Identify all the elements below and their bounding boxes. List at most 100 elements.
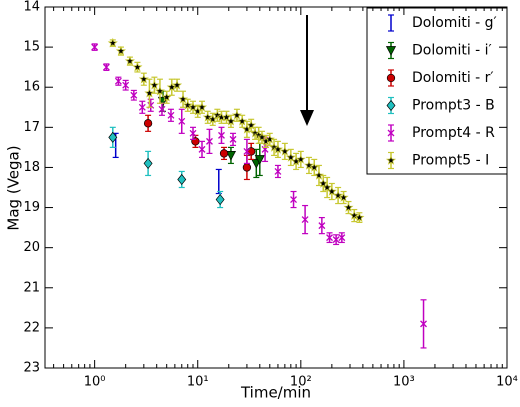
y-tick-label: 19 (23, 200, 40, 215)
marker (269, 142, 280, 152)
y-tick-label: 21 (23, 280, 40, 295)
marker (219, 149, 229, 158)
marker (149, 79, 160, 90)
marker (338, 192, 349, 202)
marker (177, 173, 187, 186)
marker (114, 77, 122, 85)
marker (338, 234, 346, 242)
marker (189, 129, 197, 137)
marker (290, 196, 298, 203)
marker (333, 190, 344, 200)
marker (107, 37, 118, 48)
marker (354, 212, 365, 222)
marker (274, 167, 282, 175)
marker (309, 162, 320, 172)
y-tick-label: 22 (23, 320, 40, 335)
marker (285, 152, 296, 162)
marker (272, 144, 283, 154)
legend: Dolomiti - g′ Dolomiti - i′ Dolomiti - r′ P… (385, 14, 497, 170)
marker (303, 160, 315, 170)
marker (225, 151, 237, 161)
marker (138, 73, 149, 84)
marker (187, 101, 199, 112)
marker (158, 105, 166, 113)
marker (122, 81, 130, 89)
marker (420, 320, 427, 328)
legend-box (366, 7, 508, 175)
marker (177, 93, 189, 104)
marker (318, 178, 329, 188)
marker (115, 45, 127, 56)
marker (246, 120, 257, 130)
marker (202, 112, 213, 122)
marker (167, 111, 175, 119)
x-tick-label: 10² (290, 375, 312, 390)
legend-label: Prompt4 - R (412, 125, 495, 141)
marker (295, 154, 306, 164)
x-tick-label: 10⁴ (496, 375, 518, 390)
y-tick-label: 17 (23, 120, 40, 135)
marker (229, 135, 237, 143)
marker (132, 61, 143, 72)
x-tick-label: 10⁰ (84, 375, 106, 390)
marker (138, 103, 146, 111)
marker (91, 43, 99, 51)
marker (301, 216, 309, 224)
marker (166, 81, 177, 92)
y-tick-label: 20 (23, 240, 40, 255)
marker (178, 117, 186, 125)
legend-marker (385, 155, 397, 165)
marker (332, 236, 340, 244)
y-tick-label: 23 (23, 361, 40, 376)
legend-marker (387, 129, 395, 137)
marker (218, 131, 225, 139)
marker (144, 87, 155, 98)
x-axis-label: Time/min (240, 384, 311, 402)
marker (102, 63, 110, 71)
marker (198, 145, 206, 153)
arrow-head (300, 110, 314, 126)
marker (215, 193, 225, 206)
y-tick-label: 18 (23, 160, 40, 175)
marker (182, 99, 193, 110)
marker (231, 109, 242, 120)
marker (242, 163, 252, 172)
x-tick-label: 10¹ (187, 375, 209, 390)
marker (143, 157, 153, 169)
marker (343, 202, 354, 212)
arrow (300, 15, 314, 126)
legend-label: Dolomiti - i′ (412, 43, 492, 59)
marker (279, 146, 290, 156)
marker (313, 170, 325, 180)
marker (124, 55, 135, 66)
marker (322, 182, 333, 192)
marker (326, 234, 334, 242)
marker (256, 132, 268, 142)
marker (161, 91, 172, 102)
legend-label: Prompt3 - B (412, 98, 495, 114)
plot-area (91, 37, 427, 349)
marker (154, 85, 166, 96)
legend-marker (385, 46, 397, 56)
marker (225, 116, 236, 126)
marker (264, 134, 275, 144)
x-tick-label: 10³ (393, 375, 415, 390)
marker (326, 186, 337, 196)
marker (196, 101, 208, 112)
marker (143, 119, 153, 128)
y-axis-label: Mag (Vega) (5, 145, 23, 230)
legend-marker (386, 73, 396, 83)
legend-label: Dolomiti - g′ (412, 15, 497, 31)
marker (247, 147, 256, 156)
y-tick-label: 15 (23, 40, 40, 55)
marker (108, 131, 118, 143)
marker (221, 111, 232, 122)
y-tick-label: 14 (23, 0, 40, 15)
marker (237, 116, 248, 126)
marker (243, 147, 251, 155)
marker (254, 155, 265, 165)
y-tick-label: 16 (23, 80, 40, 95)
marker (212, 109, 223, 120)
